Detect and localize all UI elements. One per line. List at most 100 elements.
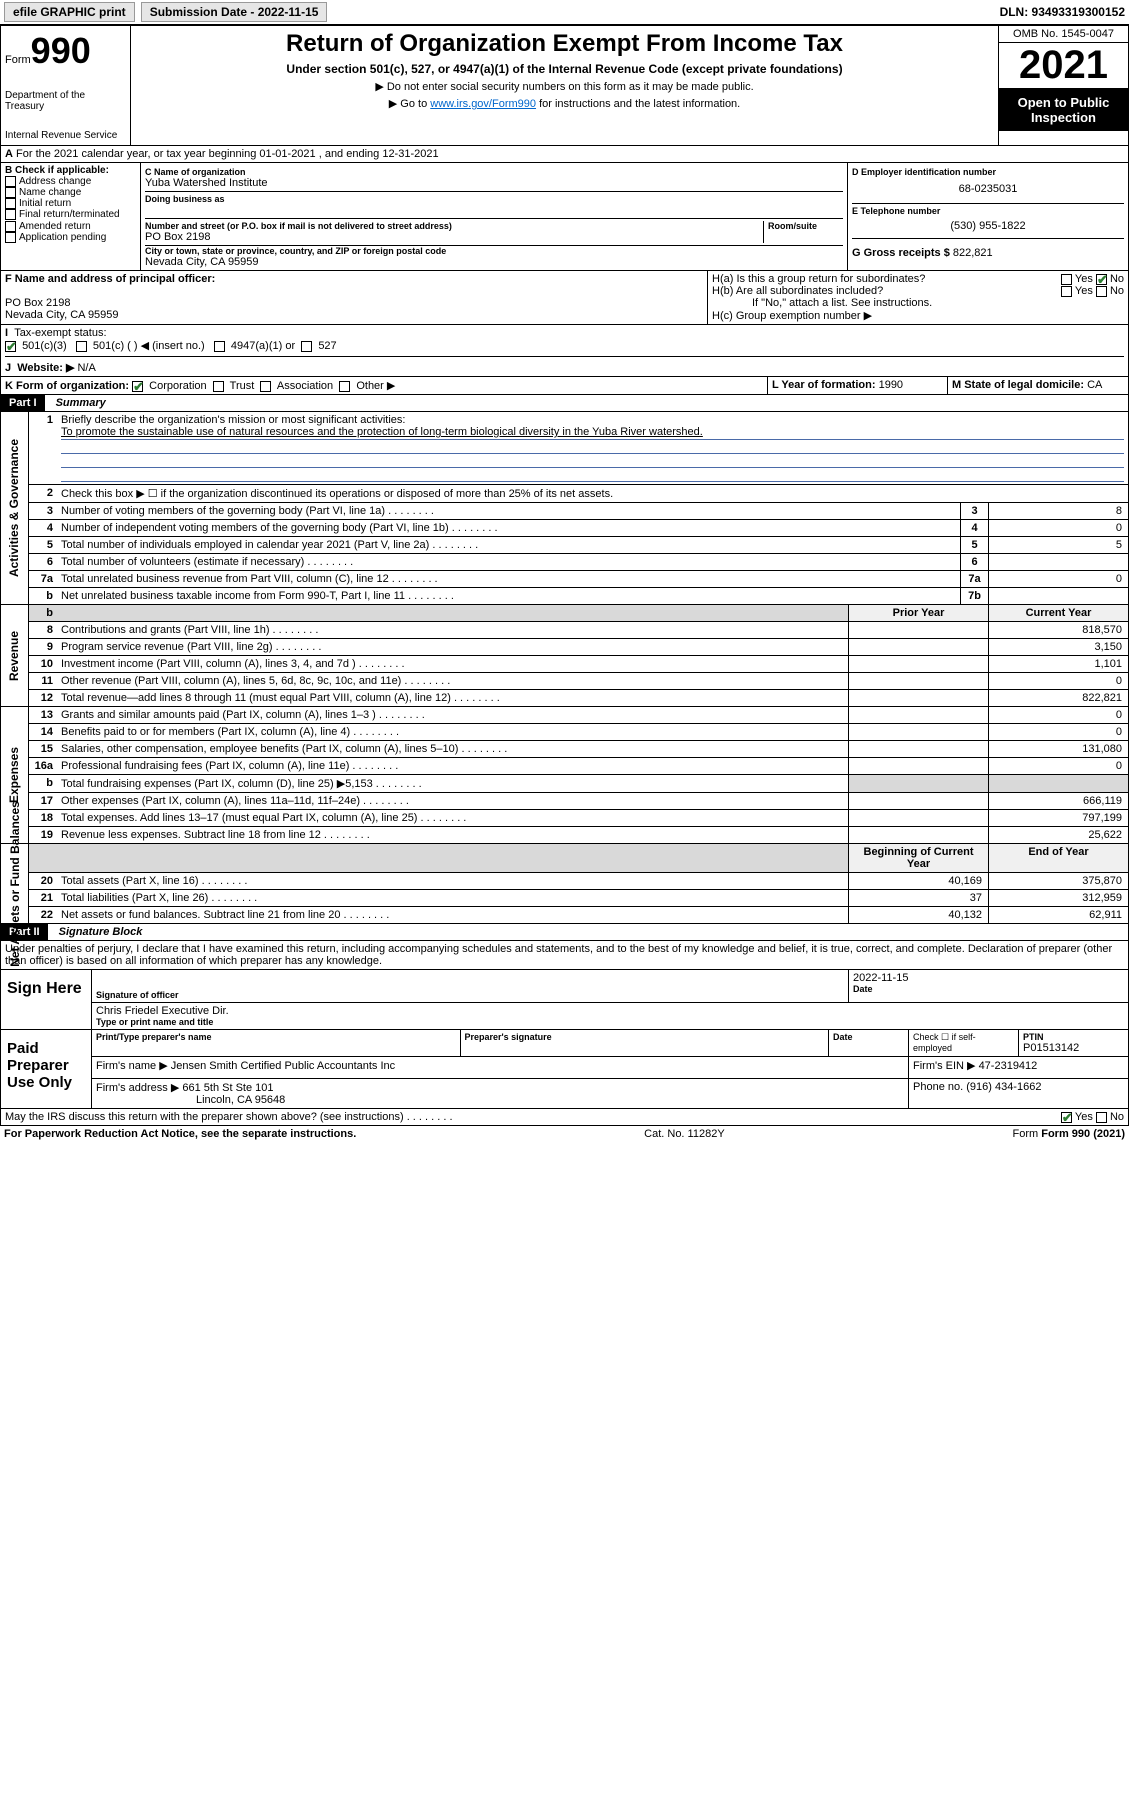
opt-501c: 501(c) ( ) ◀ (insert no.) <box>93 340 205 352</box>
sign-date-value: 2022-11-15 <box>853 972 1124 984</box>
klm-grid: K Form of organization: Corporation Trus… <box>0 377 1129 395</box>
org-name: Yuba Watershed Institute <box>145 177 843 189</box>
form-number: 990 <box>31 30 91 71</box>
box-deg: D Employer identification number 68-0235… <box>848 163 1128 270</box>
form-990-ref: Form 990 (2021) <box>1041 1128 1125 1140</box>
dln-label: DLN: 93493319300152 <box>1000 5 1125 19</box>
box-h: H(a) Is this a group return for subordin… <box>708 271 1128 324</box>
ck-other[interactable] <box>339 381 350 392</box>
firm-name-label: Firm's name ▶ <box>96 1060 168 1072</box>
table-row: 22Net assets or fund balances. Subtract … <box>29 907 1128 923</box>
form-subtitle: Under section 501(c), 527, or 4947(a)(1)… <box>139 62 990 76</box>
check-address-change[interactable] <box>5 176 16 187</box>
ptin-value: P01513142 <box>1023 1042 1124 1054</box>
phone-label: E Telephone number <box>852 206 1124 216</box>
hb-label: H(b) Are all subordinates included? <box>712 285 883 297</box>
city-label: City or town, state or province, country… <box>145 246 843 256</box>
gov-row: 6Total number of volunteers (estimate if… <box>29 554 1128 571</box>
table-row: 10Investment income (Part VIII, column (… <box>29 656 1128 673</box>
beg-year-hdr: Beginning of Current Year <box>848 844 988 872</box>
org-city: Nevada City, CA 95959 <box>145 256 843 268</box>
gov-row: 3Number of voting members of the governi… <box>29 503 1128 520</box>
firm-addr1: 661 5th St Ste 101 <box>182 1082 273 1094</box>
check-app-pending[interactable] <box>5 232 16 243</box>
discuss-yes[interactable] <box>1061 1112 1072 1123</box>
line-a-text: For the 2021 calendar year, or tax year … <box>16 148 439 160</box>
mission-text: To promote the sustainable use of natura… <box>61 426 703 438</box>
paid-block: Paid Preparer Use Only Print/Type prepar… <box>0 1030 1129 1109</box>
ck-501c[interactable] <box>76 341 87 352</box>
ha-no[interactable] <box>1096 274 1107 285</box>
ck-corp[interactable] <box>132 381 143 392</box>
firm-ein-label: Firm's EIN ▶ <box>913 1060 976 1072</box>
opt-other: Other ▶ <box>356 380 395 392</box>
officer-addr1: PO Box 2198 <box>5 297 70 309</box>
paid-label: Paid Preparer Use Only <box>1 1030 91 1108</box>
submission-date-button[interactable]: Submission Date - 2022-11-15 <box>141 2 328 22</box>
penalty-text: Under penalties of perjury, I declare th… <box>0 941 1129 970</box>
ck-assoc[interactable] <box>260 381 271 392</box>
discuss-row: May the IRS discuss this return with the… <box>0 1109 1129 1126</box>
form-title: Return of Organization Exempt From Incom… <box>139 30 990 58</box>
table-row: 20Total assets (Part X, line 16)40,16937… <box>29 873 1128 890</box>
ptin-label: PTIN <box>1023 1032 1124 1042</box>
end-year-hdr: End of Year <box>988 844 1128 872</box>
table-row: bTotal fundraising expenses (Part IX, co… <box>29 775 1128 793</box>
open-inspection: Open to Public Inspection <box>999 89 1128 131</box>
form990-link[interactable]: www.irs.gov/Form990 <box>430 98 536 110</box>
table-row: 14Benefits paid to or for members (Part … <box>29 724 1128 741</box>
opt-assoc: Association <box>277 380 333 392</box>
officer-name: Chris Friedel Executive Dir. <box>96 1005 1124 1017</box>
gov-row: 5Total number of individuals employed in… <box>29 537 1128 554</box>
line2-text: Check this box ▶ ☐ if the organization d… <box>57 485 1128 502</box>
gross-label: G Gross receipts $ <box>852 247 950 259</box>
hb-no[interactable] <box>1096 286 1107 297</box>
box-c: C Name of organization Yuba Watershed In… <box>141 163 848 270</box>
ha-yes[interactable] <box>1061 274 1072 285</box>
ein-label: D Employer identification number <box>852 167 996 177</box>
box-b-label: B Check if applicable: <box>5 165 109 176</box>
opt-amended: Amended return <box>19 221 91 232</box>
fh-grid: F Name and address of principal officer:… <box>0 271 1129 325</box>
table-row: 17Other expenses (Part IX, column (A), l… <box>29 793 1128 810</box>
org-address: PO Box 2198 <box>145 231 763 243</box>
check-initial-return[interactable] <box>5 198 16 209</box>
goto-note: ▶ Go to www.irs.gov/Form990 for instruct… <box>139 97 990 110</box>
ck-trust[interactable] <box>213 381 224 392</box>
sig-officer-label: Signature of officer <box>96 990 844 1000</box>
check-name-change[interactable] <box>5 187 16 198</box>
org-name-label: C Name of organization <box>145 167 843 177</box>
cat-no: Cat. No. 11282Y <box>644 1128 725 1140</box>
prep-date-label: Date <box>833 1032 904 1042</box>
opt-corp: Corporation <box>149 380 206 392</box>
room-label: Room/suite <box>768 221 843 231</box>
check-final-return[interactable] <box>5 209 16 220</box>
hb-yes[interactable] <box>1061 286 1072 297</box>
ck-4947[interactable] <box>214 341 225 352</box>
table-row: 9Program service revenue (Part VIII, lin… <box>29 639 1128 656</box>
table-row: 19Revenue less expenses. Subtract line 1… <box>29 827 1128 843</box>
dba-label: Doing business as <box>145 194 843 204</box>
gov-row: 4Number of independent voting members of… <box>29 520 1128 537</box>
net-section: Net Assets or Fund Balances Beginning of… <box>0 844 1129 924</box>
sign-block: Sign Here Signature of officer 2022-11-1… <box>0 970 1129 1030</box>
pra-notice: For Paperwork Reduction Act Notice, see … <box>4 1128 356 1140</box>
part1-bar: Part I <box>1 395 45 411</box>
opt-501c3: 501(c)(3) <box>22 340 67 352</box>
gross-value: 822,821 <box>953 247 993 259</box>
phone-value: (530) 955-1822 <box>852 216 1124 236</box>
table-row: 16aProfessional fundraising fees (Part I… <box>29 758 1128 775</box>
ssn-note: ▶ Do not enter social security numbers o… <box>139 80 990 93</box>
prep-name-label: Print/Type preparer's name <box>96 1032 456 1042</box>
discuss-no[interactable] <box>1096 1112 1107 1123</box>
check-amended[interactable] <box>5 221 16 232</box>
opt-trust: Trust <box>230 380 255 392</box>
goto-suffix: for instructions and the latest informat… <box>536 98 740 110</box>
ck-527[interactable] <box>301 341 312 352</box>
ck-501c3[interactable] <box>5 341 16 352</box>
opt-final-return: Final return/terminated <box>19 210 120 221</box>
table-row: 12Total revenue—add lines 8 through 11 (… <box>29 690 1128 706</box>
header-grid: B Check if applicable: Address change Na… <box>0 163 1129 271</box>
firm-ein: 47-2319412 <box>979 1060 1038 1072</box>
efile-button[interactable]: efile GRAPHIC print <box>4 2 135 22</box>
